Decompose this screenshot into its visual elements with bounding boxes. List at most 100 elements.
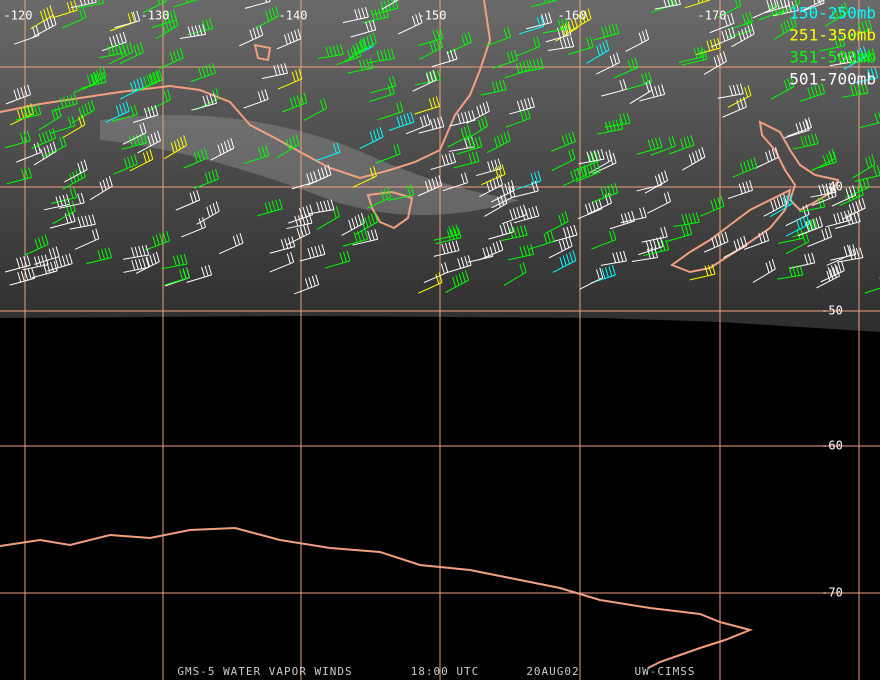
barb-shaft: [194, 178, 219, 189]
barb-feather: [141, 257, 146, 269]
barb-shaft: [315, 151, 341, 162]
barb-feather: [55, 246, 60, 257]
barb-feather: [563, 25, 568, 36]
barb-shaft: [405, 123, 431, 135]
wind-barb: [586, 39, 610, 64]
barb-feather: [396, 143, 401, 155]
barb-shaft: [492, 59, 518, 69]
barb-shaft: [467, 255, 494, 263]
wind-barb: [144, 230, 170, 251]
wind-barb: [682, 146, 706, 171]
barb-feather: [40, 148, 45, 160]
barb-feather: [445, 154, 450, 165]
barb-shaft: [71, 109, 95, 124]
barb-feather: [26, 130, 31, 141]
barb-feather: [690, 135, 695, 146]
barb-feather: [663, 226, 668, 237]
barb-feather: [357, 214, 362, 225]
barb-feather: [314, 246, 319, 257]
barb-feather: [359, 39, 364, 50]
barb-shaft: [191, 102, 217, 111]
barb-feather: [507, 181, 512, 193]
barb-feather: [167, 89, 171, 100]
barb-feather: [688, 154, 693, 165]
barb-feather: [817, 84, 822, 95]
wind-barb: [147, 89, 171, 112]
barb-feather: [562, 255, 567, 266]
wind-barb: [70, 0, 97, 9]
barb-feather: [252, 28, 257, 39]
barb-feather: [410, 112, 415, 123]
barb-shaft: [187, 28, 213, 36]
barb-feather: [150, 105, 155, 117]
barb-feather: [832, 185, 837, 197]
barb-feather: [426, 71, 431, 83]
barb-shaft: [631, 257, 658, 262]
wind-barb: [731, 23, 755, 48]
barb-feather: [265, 145, 270, 156]
barb-shaft: [113, 163, 138, 175]
barb-feather: [98, 72, 103, 84]
latitude-label: -60: [821, 439, 843, 453]
barb-feather: [530, 244, 535, 255]
barb-feather: [153, 71, 157, 83]
barb-shaft: [186, 274, 212, 283]
barb-feather: [180, 254, 184, 265]
wind-barb: [545, 24, 572, 43]
wind-barb: [32, 14, 57, 38]
barb-feather: [562, 227, 567, 239]
barb-feather: [204, 265, 209, 277]
wind-barb: [417, 175, 443, 197]
barb-feather: [597, 149, 602, 160]
barb-feather: [821, 196, 826, 208]
longitude-label: -160: [558, 9, 587, 23]
barb-feather: [315, 274, 320, 285]
barb-feather: [20, 87, 25, 98]
wind-barb: [785, 214, 810, 237]
barb-feather: [605, 39, 610, 51]
barb-feather: [558, 214, 563, 225]
wind-barb: [476, 158, 502, 177]
barb-feather: [761, 231, 766, 242]
barb-shaft: [388, 121, 414, 131]
barb-shaft: [811, 158, 836, 172]
barb-feather: [619, 251, 624, 262]
barb-shaft: [785, 241, 809, 255]
wind-barb: [684, 0, 711, 9]
wind-barb: [155, 15, 179, 40]
barb-feather: [526, 59, 531, 71]
barb-feather: [232, 235, 237, 247]
barb-shaft: [86, 257, 112, 265]
barb-feather: [810, 86, 815, 97]
barb-feather: [498, 80, 503, 91]
wind-barb: [190, 62, 216, 82]
barb-feather: [865, 158, 870, 169]
barb-feather: [583, 167, 588, 178]
barb-shaft: [51, 196, 77, 204]
barb-shaft: [352, 42, 377, 55]
barb-shaft: [24, 244, 49, 256]
barb-feather: [587, 8, 592, 19]
barb-shaft: [551, 234, 578, 243]
barb-feather: [173, 140, 178, 152]
barb-feather: [213, 93, 218, 104]
barb-feather: [822, 0, 825, 4]
barb-feather: [468, 153, 473, 164]
barb-shaft: [433, 234, 460, 241]
wind-barb: [42, 135, 67, 158]
barb-feather: [370, 229, 375, 241]
barb-feather: [799, 217, 804, 228]
barb-feather: [645, 81, 650, 93]
barb-feather: [821, 184, 826, 195]
barb-shaft: [303, 107, 327, 121]
barb-feather: [458, 273, 463, 284]
wind-barb: [717, 0, 742, 18]
barb-feather: [384, 6, 389, 18]
barb-feather: [149, 254, 154, 266]
barb-feather: [717, 197, 722, 208]
wind-barb: [547, 36, 575, 51]
barb-shaft: [772, 9, 799, 17]
barb-feather: [42, 132, 47, 143]
barb-feather: [87, 101, 92, 113]
wind-barb: [811, 148, 836, 172]
